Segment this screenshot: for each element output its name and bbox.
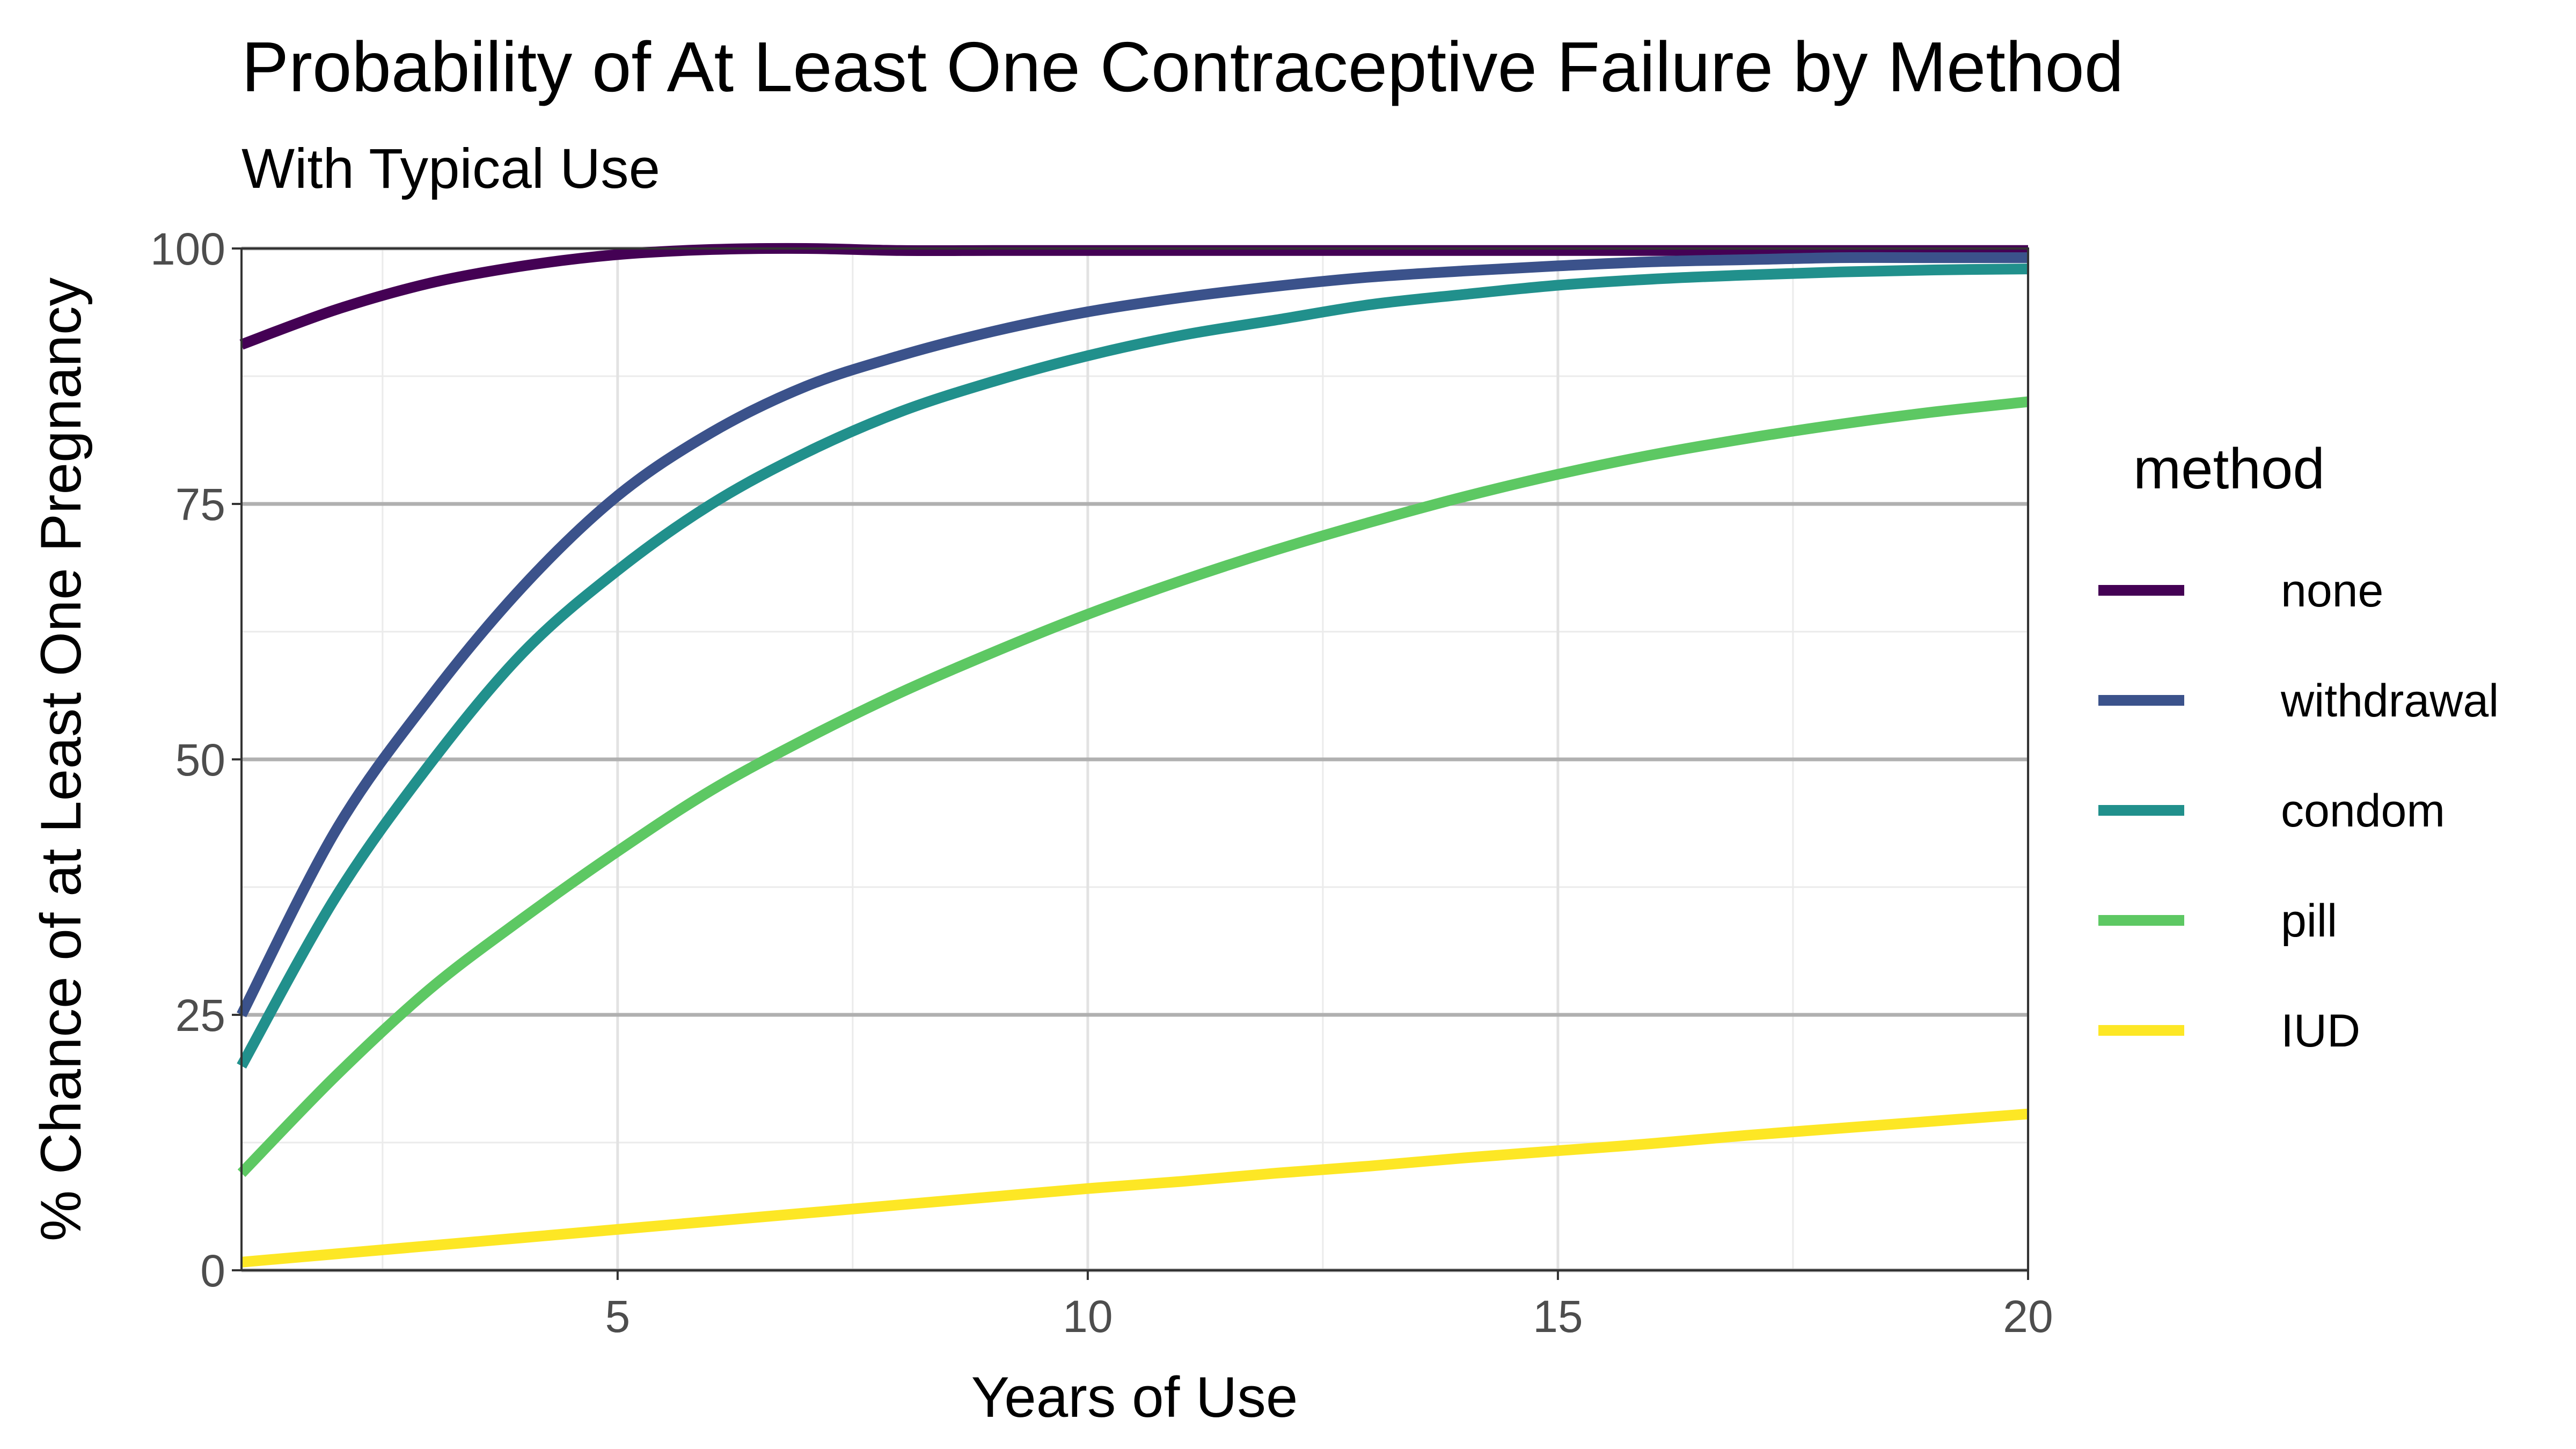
legend-title: method — [2133, 436, 2325, 501]
major-grid — [241, 246, 2030, 1272]
series-lines — [237, 243, 2029, 1268]
chart-subtitle: With Typical Use — [241, 137, 660, 200]
legend-label-condom: condom — [2281, 785, 2445, 837]
legend-label-none: none — [2281, 565, 2383, 617]
y-axis-label: % Chance of at Least One Pregnancy — [28, 277, 93, 1241]
y-tick-label: 25 — [175, 990, 225, 1041]
y-tick-label: 0 — [200, 1246, 225, 1296]
series-line-iud — [241, 1108, 2029, 1268]
series-line-pill — [237, 396, 2029, 1177]
x-axis-label: Years of Use — [971, 1365, 1298, 1429]
x-tick-label: 15 — [1533, 1291, 1583, 1342]
y-tick-label: 75 — [175, 479, 225, 530]
x-tick-label: 10 — [1063, 1291, 1113, 1342]
legend-label-iud: IUD — [2281, 1005, 2360, 1057]
x-tick-label: 5 — [605, 1291, 630, 1342]
series-line-condom — [237, 264, 2029, 1069]
plot-area: 0 25 50 75 100 5 10 15 20 — [150, 224, 2053, 1342]
x-tick-label: 20 — [2003, 1291, 2053, 1342]
y-axis-ticks: 0 25 50 75 100 — [150, 224, 241, 1296]
chart-title: Probability of At Least One Contraceptiv… — [241, 27, 2124, 106]
series-line-none — [239, 243, 2028, 350]
y-tick-label: 100 — [150, 224, 225, 274]
y-tick-label: 50 — [175, 735, 225, 785]
legend-label-pill: pill — [2281, 895, 2337, 947]
series-line-withdrawal — [237, 252, 2028, 1018]
legend-items: none withdrawal condom pill IUD — [2098, 565, 2499, 1057]
legend: method none withdrawal condom pill IUD — [2098, 436, 2499, 1057]
x-axis-ticks: 5 10 15 20 — [605, 1270, 2053, 1342]
legend-label-withdrawal: withdrawal — [2280, 675, 2499, 727]
